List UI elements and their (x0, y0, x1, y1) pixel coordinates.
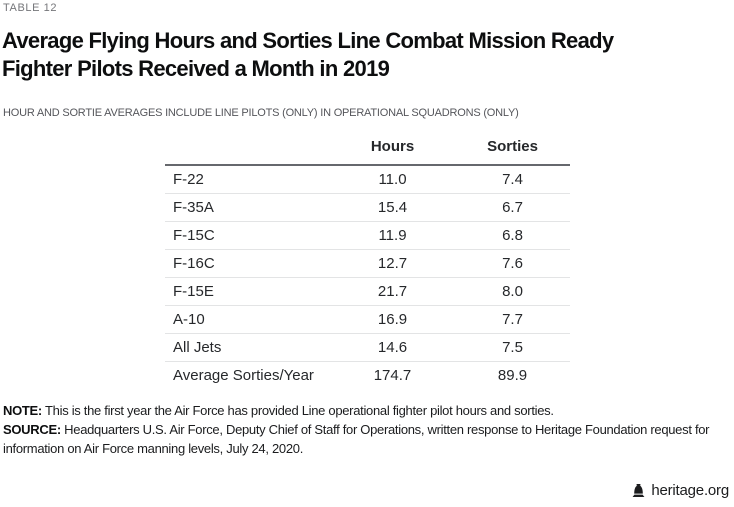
hours-column-header: Hours (330, 138, 455, 166)
figure-title-line1: Average Flying Hours and Sorties Line Co… (2, 28, 614, 53)
aircraft-column-header (165, 138, 330, 166)
aircraft-cell: All Jets (165, 333, 330, 362)
table-row: F-15E 21.7 8.0 (165, 277, 570, 306)
figure-title-line2: Fighter Pilots Received a Month in 2019 (2, 56, 390, 81)
flying-hours-table: Hours Sorties F-22 11.0 7.4 F-35A 15.4 6… (165, 138, 570, 389)
aircraft-cell: F-15E (165, 277, 330, 306)
table-row: F-22 11.0 7.4 (165, 165, 570, 194)
sorties-cell: 8.0 (455, 277, 570, 306)
source-line: SOURCE: Headquarters U.S. Air Force, Dep… (3, 420, 711, 458)
hours-cell: 21.7 (330, 277, 455, 306)
sorties-cell: 6.7 (455, 193, 570, 222)
heritage-brand-text: heritage.org (651, 482, 729, 499)
table-row: F-35A 15.4 6.7 (165, 193, 570, 222)
aircraft-cell: A-10 (165, 305, 330, 334)
hours-cell: 11.0 (330, 165, 455, 194)
table-row: F-15C 11.9 6.8 (165, 221, 570, 250)
sorties-cell: 6.8 (455, 221, 570, 250)
aircraft-cell: F-15C (165, 221, 330, 250)
table-number-label: TABLE 12 (3, 2, 58, 14)
note-line: NOTE: This is the first year the Air For… (3, 401, 711, 420)
sorties-cell: 7.4 (455, 165, 570, 194)
aircraft-cell: F-35A (165, 193, 330, 222)
sorties-cell: 89.9 (497, 367, 528, 384)
heritage-brand-link[interactable]: heritage.org (631, 482, 729, 499)
sorties-column-header: Sorties (455, 138, 570, 166)
table-row: F-16C 12.7 7.6 (165, 249, 570, 278)
hours-cell: 174.7 (373, 367, 412, 384)
sorties-cell: 7.5 (455, 333, 570, 362)
source-label: SOURCE: (3, 422, 61, 437)
table-row: A-10 16.9 7.7 (165, 305, 570, 334)
source-text: Headquarters U.S. Air Force, Deputy Chie… (3, 422, 710, 456)
note-text: This is the first year the Air Force has… (41, 403, 554, 418)
hours-cell: 15.4 (330, 193, 455, 222)
liberty-bell-icon (631, 483, 646, 498)
hours-cell: 16.9 (330, 305, 455, 334)
note-label: NOTE: (3, 403, 42, 418)
hours-cell: 14.6 (330, 333, 455, 362)
table-header-row: Hours Sorties (165, 138, 570, 166)
aircraft-cell: F-16C (165, 249, 330, 278)
sorties-cell: 7.7 (455, 305, 570, 334)
aircraft-cell: Average Sorties/Year (173, 367, 314, 384)
sorties-cell: 7.6 (455, 249, 570, 278)
hours-cell: 11.9 (330, 221, 455, 250)
figure-notes: NOTE: This is the first year the Air For… (3, 401, 711, 458)
aircraft-cell: F-22 (165, 165, 330, 194)
table-row: Average Sorties/Year 174.7 89.9 (165, 362, 570, 390)
table-row: All Jets 14.6 7.5 (165, 333, 570, 362)
figure-title: Average Flying Hours and Sorties Line Co… (2, 27, 614, 83)
figure-subtitle: HOUR AND SORTIE AVERAGES INCLUDE LINE PI… (3, 107, 519, 119)
hours-cell: 12.7 (330, 249, 455, 278)
